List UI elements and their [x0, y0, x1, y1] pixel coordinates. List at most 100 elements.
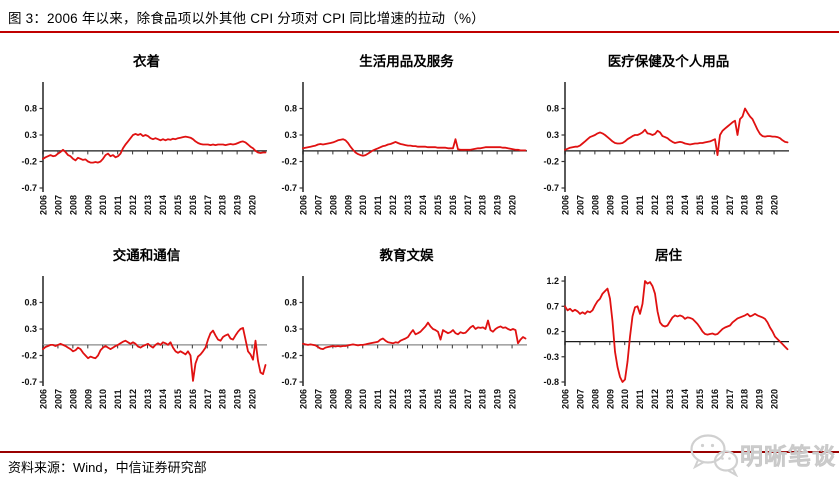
figure-title: 图 3：2006 年以来，除食品项以外其他 CPI 分项对 CPI 同比增速的拉…: [8, 11, 485, 26]
svg-text:-0.8: -0.8: [543, 377, 559, 387]
svg-text:0.3: 0.3: [546, 130, 559, 140]
chart-title: 居住: [655, 248, 682, 263]
svg-text:2016: 2016: [448, 195, 458, 215]
chart-title: 交通和通信: [112, 248, 181, 263]
watermark-text: 明晰笔谈: [740, 443, 836, 470]
svg-text:2006: 2006: [39, 195, 49, 215]
svg-text:2009: 2009: [605, 389, 615, 409]
svg-text:2011: 2011: [635, 389, 645, 409]
svg-text:0.8: 0.8: [284, 298, 297, 308]
svg-text:2007: 2007: [53, 389, 63, 409]
svg-text:2008: 2008: [328, 389, 338, 409]
svg-text:2016: 2016: [448, 389, 458, 409]
svg-text:2006: 2006: [561, 389, 571, 409]
svg-text:2017: 2017: [203, 389, 213, 409]
svg-text:2020: 2020: [248, 389, 258, 409]
svg-text:-0.7: -0.7: [281, 183, 297, 193]
svg-text:2011: 2011: [373, 195, 383, 215]
svg-text:-0.7: -0.7: [281, 377, 297, 387]
svg-text:2011: 2011: [373, 389, 383, 409]
svg-text:2008: 2008: [590, 389, 600, 409]
chart-title: 衣着: [133, 54, 160, 69]
svg-text:2009: 2009: [83, 195, 93, 215]
svg-text:2006: 2006: [39, 389, 49, 409]
svg-text:2018: 2018: [218, 389, 228, 409]
svg-text:0.3: 0.3: [24, 130, 37, 140]
svg-text:2014: 2014: [158, 195, 168, 215]
source-note: 资料来源：Wind，中信证券研究部: [8, 460, 207, 475]
svg-text:2020: 2020: [770, 195, 780, 215]
svg-text:2019: 2019: [755, 389, 765, 409]
svg-text:2010: 2010: [620, 195, 630, 215]
svg-text:2018: 2018: [218, 195, 228, 215]
svg-text:2006: 2006: [299, 195, 309, 215]
chart-title: 教育文娱: [379, 248, 434, 263]
svg-text:2007: 2007: [313, 389, 323, 409]
svg-text:2019: 2019: [755, 195, 765, 215]
svg-text:2012: 2012: [650, 195, 660, 215]
svg-text:2006: 2006: [561, 195, 571, 215]
svg-text:2015: 2015: [433, 195, 443, 215]
svg-text:0.8: 0.8: [24, 104, 37, 114]
svg-text:2015: 2015: [695, 195, 705, 215]
svg-text:2016: 2016: [710, 389, 720, 409]
svg-text:2009: 2009: [605, 195, 615, 215]
svg-text:2011: 2011: [113, 195, 123, 215]
svg-text:1.2: 1.2: [546, 276, 559, 286]
svg-text:2010: 2010: [358, 389, 368, 409]
svg-text:2008: 2008: [590, 195, 600, 215]
svg-text:2010: 2010: [620, 389, 630, 409]
svg-text:0.3: 0.3: [284, 324, 297, 334]
svg-text:2007: 2007: [575, 195, 585, 215]
footer-rule: [0, 451, 839, 453]
svg-text:2017: 2017: [725, 195, 735, 215]
svg-text:2017: 2017: [725, 389, 735, 409]
svg-text:2010: 2010: [98, 389, 108, 409]
svg-text:2013: 2013: [143, 389, 153, 409]
svg-text:2018: 2018: [740, 195, 750, 215]
svg-text:2013: 2013: [665, 195, 675, 215]
svg-text:2007: 2007: [313, 195, 323, 215]
svg-text:0.3: 0.3: [284, 130, 297, 140]
svg-text:2018: 2018: [478, 389, 488, 409]
svg-text:2012: 2012: [388, 195, 398, 215]
svg-text:2013: 2013: [665, 389, 675, 409]
svg-text:2016: 2016: [188, 195, 198, 215]
svg-text:2010: 2010: [98, 195, 108, 215]
svg-text:2012: 2012: [128, 195, 138, 215]
svg-text:-0.7: -0.7: [21, 377, 37, 387]
svg-text:2013: 2013: [403, 195, 413, 215]
svg-text:2020: 2020: [508, 195, 518, 215]
svg-text:2014: 2014: [418, 389, 428, 409]
svg-text:0.8: 0.8: [24, 298, 37, 308]
svg-text:2010: 2010: [358, 195, 368, 215]
svg-text:-0.2: -0.2: [281, 157, 297, 167]
svg-text:2011: 2011: [113, 389, 123, 409]
svg-text:-0.7: -0.7: [543, 183, 559, 193]
svg-text:2009: 2009: [343, 389, 353, 409]
svg-text:0.8: 0.8: [284, 104, 297, 114]
svg-text:0.8: 0.8: [546, 104, 559, 114]
svg-text:2008: 2008: [68, 389, 78, 409]
svg-text:-0.2: -0.2: [543, 157, 559, 167]
chart-title: 医疗保健及个人用品: [607, 54, 730, 69]
svg-text:2016: 2016: [710, 195, 720, 215]
svg-text:2008: 2008: [68, 195, 78, 215]
svg-text:0.3: 0.3: [24, 324, 37, 334]
svg-text:0.2: 0.2: [546, 327, 559, 337]
svg-text:2016: 2016: [188, 389, 198, 409]
svg-text:2019: 2019: [233, 389, 243, 409]
watermark: 明晰笔谈: [688, 429, 838, 479]
svg-text:2012: 2012: [388, 389, 398, 409]
svg-text:2020: 2020: [508, 389, 518, 409]
chart-household-goods: 生活用品及服务 0.8 0.3 -0.2 -0.7 2006 2007 2008 2009 20…: [270, 52, 543, 248]
svg-text:2019: 2019: [493, 389, 503, 409]
svg-text:2006: 2006: [299, 389, 309, 409]
chart-transport-communication: 交通和通信 0.8 0.3 -0.2 -0.7 2006 2007 2008 2009 2010…: [10, 246, 283, 442]
